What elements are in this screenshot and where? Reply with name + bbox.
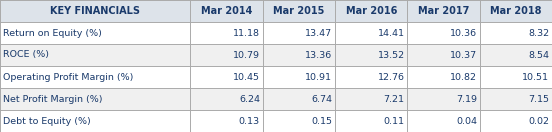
Text: 0.13: 0.13: [239, 117, 260, 126]
Text: 8.32: 8.32: [528, 29, 549, 37]
Text: 7.19: 7.19: [456, 95, 477, 103]
Text: Mar 2014: Mar 2014: [201, 6, 252, 16]
Bar: [0, 66, 190, 88]
Bar: [190, 88, 263, 110]
Bar: [407, 110, 480, 132]
Text: 14.41: 14.41: [378, 29, 405, 37]
Text: 13.47: 13.47: [305, 29, 332, 37]
Bar: [0, 22, 190, 44]
Text: 10.36: 10.36: [450, 29, 477, 37]
Bar: [263, 0, 335, 22]
Text: Mar 2017: Mar 2017: [418, 6, 469, 16]
Bar: [480, 110, 552, 132]
Bar: [407, 0, 480, 22]
Text: 7.21: 7.21: [384, 95, 405, 103]
Text: Mar 2018: Mar 2018: [490, 6, 542, 16]
Bar: [263, 110, 335, 132]
Text: 0.02: 0.02: [528, 117, 549, 126]
Bar: [407, 44, 480, 66]
Bar: [480, 0, 552, 22]
Bar: [480, 22, 552, 44]
Bar: [335, 110, 407, 132]
Bar: [407, 66, 480, 88]
Text: 8.54: 8.54: [528, 51, 549, 60]
Bar: [263, 44, 335, 66]
Text: 0.11: 0.11: [384, 117, 405, 126]
Bar: [263, 66, 335, 88]
Text: Mar 2016: Mar 2016: [346, 6, 397, 16]
Bar: [190, 22, 263, 44]
Text: 6.24: 6.24: [239, 95, 260, 103]
Text: 10.37: 10.37: [450, 51, 477, 60]
Text: 7.15: 7.15: [528, 95, 549, 103]
Text: Debt to Equity (%): Debt to Equity (%): [3, 117, 91, 126]
Text: 11.18: 11.18: [233, 29, 260, 37]
Text: Operating Profit Margin (%): Operating Profit Margin (%): [3, 72, 133, 81]
Bar: [263, 88, 335, 110]
Text: Return on Equity (%): Return on Equity (%): [3, 29, 102, 37]
Bar: [0, 88, 190, 110]
Bar: [335, 44, 407, 66]
Text: 6.74: 6.74: [311, 95, 332, 103]
Bar: [407, 22, 480, 44]
Text: 0.04: 0.04: [456, 117, 477, 126]
Bar: [190, 0, 263, 22]
Text: 10.79: 10.79: [233, 51, 260, 60]
Bar: [190, 110, 263, 132]
Bar: [0, 44, 190, 66]
Text: Net Profit Margin (%): Net Profit Margin (%): [3, 95, 102, 103]
Text: 10.82: 10.82: [450, 72, 477, 81]
Text: 13.36: 13.36: [305, 51, 332, 60]
Bar: [407, 88, 480, 110]
Text: 13.52: 13.52: [378, 51, 405, 60]
Text: 10.51: 10.51: [522, 72, 549, 81]
Text: KEY FINANCIALS: KEY FINANCIALS: [50, 6, 140, 16]
Bar: [0, 110, 190, 132]
Bar: [190, 66, 263, 88]
Text: ROCE (%): ROCE (%): [3, 51, 49, 60]
Bar: [335, 22, 407, 44]
Bar: [335, 66, 407, 88]
Bar: [335, 0, 407, 22]
Text: 10.91: 10.91: [305, 72, 332, 81]
Text: Mar 2015: Mar 2015: [273, 6, 325, 16]
Bar: [480, 44, 552, 66]
Bar: [480, 88, 552, 110]
Text: 0.15: 0.15: [311, 117, 332, 126]
Bar: [263, 22, 335, 44]
Bar: [335, 88, 407, 110]
Text: 12.76: 12.76: [378, 72, 405, 81]
Bar: [0, 0, 190, 22]
Bar: [190, 44, 263, 66]
Bar: [480, 66, 552, 88]
Text: 10.45: 10.45: [233, 72, 260, 81]
